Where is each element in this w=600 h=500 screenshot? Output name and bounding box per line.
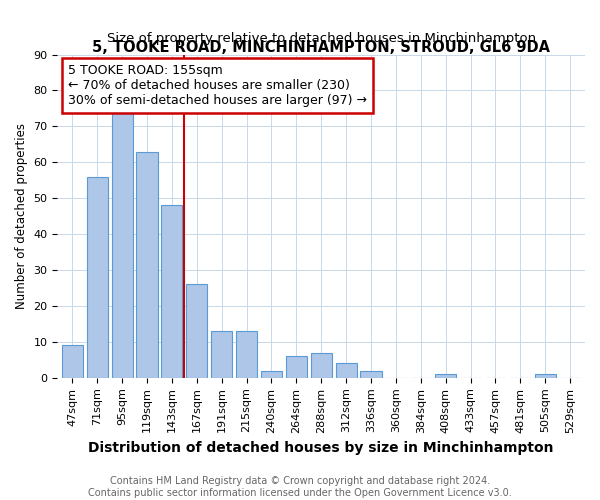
- Bar: [211, 331, 232, 378]
- Bar: [112, 108, 133, 378]
- Bar: [161, 206, 182, 378]
- Text: Size of property relative to detached houses in Minchinhampton: Size of property relative to detached ho…: [107, 32, 536, 45]
- Bar: [62, 346, 83, 378]
- Bar: [311, 352, 332, 378]
- Text: Contains HM Land Registry data © Crown copyright and database right 2024.
Contai: Contains HM Land Registry data © Crown c…: [88, 476, 512, 498]
- Bar: [261, 370, 282, 378]
- Bar: [286, 356, 307, 378]
- Bar: [136, 152, 158, 378]
- Bar: [535, 374, 556, 378]
- Bar: [335, 364, 356, 378]
- Y-axis label: Number of detached properties: Number of detached properties: [15, 123, 28, 309]
- X-axis label: Distribution of detached houses by size in Minchinhampton: Distribution of detached houses by size …: [88, 441, 554, 455]
- Bar: [361, 370, 382, 378]
- Bar: [236, 331, 257, 378]
- Text: 5 TOOKE ROAD: 155sqm
← 70% of detached houses are smaller (230)
30% of semi-deta: 5 TOOKE ROAD: 155sqm ← 70% of detached h…: [68, 64, 367, 107]
- Bar: [86, 176, 108, 378]
- Bar: [186, 284, 208, 378]
- Bar: [435, 374, 456, 378]
- Title: 5, TOOKE ROAD, MINCHINHAMPTON, STROUD, GL6 9DA: 5, TOOKE ROAD, MINCHINHAMPTON, STROUD, G…: [92, 40, 550, 54]
